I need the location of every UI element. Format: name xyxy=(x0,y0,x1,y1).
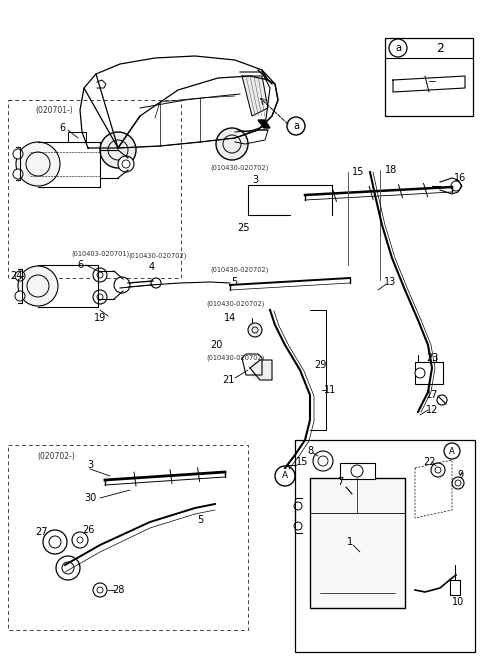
Circle shape xyxy=(351,465,363,477)
Text: 6: 6 xyxy=(77,260,83,270)
Text: A: A xyxy=(282,472,288,480)
Text: 3: 3 xyxy=(87,460,93,470)
Text: 25: 25 xyxy=(238,223,250,233)
Circle shape xyxy=(275,466,295,486)
Text: 9: 9 xyxy=(457,470,463,480)
Text: (020702-): (020702-) xyxy=(37,451,75,461)
Circle shape xyxy=(15,291,25,301)
Text: 1: 1 xyxy=(347,537,353,547)
Circle shape xyxy=(13,149,23,159)
Polygon shape xyxy=(242,76,268,116)
Text: (010430-020702): (010430-020702) xyxy=(211,165,269,171)
Polygon shape xyxy=(258,120,270,128)
Circle shape xyxy=(151,278,161,288)
Text: 19: 19 xyxy=(94,313,106,323)
Text: 2: 2 xyxy=(436,41,444,54)
Circle shape xyxy=(18,266,58,306)
Text: 27: 27 xyxy=(36,527,48,537)
Bar xyxy=(340,463,375,479)
Text: 20: 20 xyxy=(210,340,222,350)
Text: 28: 28 xyxy=(112,585,124,595)
Text: 5: 5 xyxy=(231,277,237,287)
Circle shape xyxy=(344,486,352,494)
Text: 11: 11 xyxy=(324,385,336,395)
Text: 15: 15 xyxy=(296,457,308,467)
Circle shape xyxy=(451,181,461,191)
Circle shape xyxy=(294,522,302,530)
Text: 6: 6 xyxy=(59,123,65,133)
Circle shape xyxy=(13,169,23,179)
Text: 10: 10 xyxy=(452,597,464,607)
Bar xyxy=(8,445,248,630)
Circle shape xyxy=(431,463,445,477)
Bar xyxy=(295,440,475,652)
Circle shape xyxy=(313,451,333,471)
Text: 12: 12 xyxy=(426,405,438,415)
Text: 18: 18 xyxy=(385,165,397,175)
Text: a: a xyxy=(395,43,401,53)
Text: 14: 14 xyxy=(224,313,236,323)
Circle shape xyxy=(16,142,60,186)
Text: 15: 15 xyxy=(352,167,364,177)
Bar xyxy=(385,38,473,116)
Circle shape xyxy=(114,277,130,293)
Circle shape xyxy=(437,395,447,405)
Text: (020701-): (020701-) xyxy=(35,106,73,115)
Bar xyxy=(310,478,405,608)
Text: A: A xyxy=(449,447,455,455)
Circle shape xyxy=(93,290,107,304)
Circle shape xyxy=(56,556,80,580)
Text: 29: 29 xyxy=(314,360,326,370)
Circle shape xyxy=(43,530,67,554)
Bar xyxy=(415,362,443,384)
Text: 17: 17 xyxy=(426,390,438,400)
Text: 4: 4 xyxy=(149,262,155,272)
Text: 21: 21 xyxy=(222,375,234,385)
Circle shape xyxy=(72,532,88,548)
Text: (010403-020701): (010403-020701) xyxy=(71,251,129,257)
Circle shape xyxy=(389,39,407,57)
Circle shape xyxy=(248,323,262,337)
Text: a: a xyxy=(293,121,299,131)
Circle shape xyxy=(100,132,136,168)
Text: 23: 23 xyxy=(426,353,438,363)
Text: (010430-020702): (010430-020702) xyxy=(207,300,265,307)
Circle shape xyxy=(415,368,425,378)
Circle shape xyxy=(93,268,107,282)
Text: (010430-020702): (010430-020702) xyxy=(207,355,265,361)
Text: (010430-020702): (010430-020702) xyxy=(129,253,187,259)
Text: 5: 5 xyxy=(197,515,203,525)
Circle shape xyxy=(287,117,305,135)
Circle shape xyxy=(452,477,464,489)
Text: 7: 7 xyxy=(337,477,343,487)
Text: (010430-020702): (010430-020702) xyxy=(211,267,269,274)
Circle shape xyxy=(444,443,460,459)
Text: 8: 8 xyxy=(307,446,313,456)
Circle shape xyxy=(294,502,302,510)
Circle shape xyxy=(118,156,134,172)
Text: 26: 26 xyxy=(82,525,94,535)
Text: 13: 13 xyxy=(384,277,396,287)
Circle shape xyxy=(15,271,25,281)
Bar xyxy=(8,100,181,278)
Text: 24: 24 xyxy=(10,271,22,281)
Text: 22: 22 xyxy=(424,457,436,467)
Circle shape xyxy=(93,583,107,597)
Text: 30: 30 xyxy=(84,493,96,503)
Text: 16: 16 xyxy=(454,173,466,183)
Circle shape xyxy=(216,128,248,160)
Text: 3: 3 xyxy=(252,175,258,185)
Polygon shape xyxy=(252,362,270,378)
